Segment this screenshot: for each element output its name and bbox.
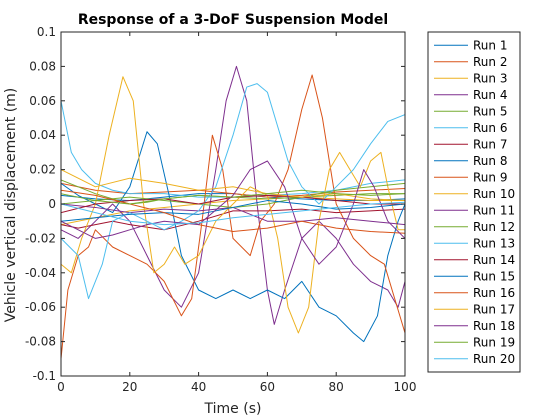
series-line-run-17 xyxy=(61,169,405,202)
x-tick-label: 60 xyxy=(260,380,275,394)
series-line-run-3 xyxy=(61,196,405,226)
legend-item-run-3: Run 3 xyxy=(434,71,507,85)
legend: Run 1 Run 2 Run 3 Run 4 Run 5 Run 6 Run 7 Run 8… xyxy=(427,31,521,373)
series-line-run-10 xyxy=(61,76,405,334)
legend-label: Run 6 xyxy=(473,121,507,135)
series-layer xyxy=(61,65,405,359)
legend-item-run-9: Run 9 xyxy=(434,170,507,184)
legend-label: Run 20 xyxy=(473,352,515,366)
legend-box xyxy=(427,31,521,373)
series-line-run-18 xyxy=(61,160,405,265)
y-tick-label: -0.06 xyxy=(25,300,56,314)
legend-label: Run 5 xyxy=(473,104,507,118)
y-tick-label: 0.02 xyxy=(29,163,56,177)
series-line-run-6 xyxy=(61,100,405,198)
legend-item-run-12: Run 12 xyxy=(434,220,515,234)
x-tick-label: 40 xyxy=(191,380,206,394)
legend-label: Run 8 xyxy=(473,154,507,168)
series-line-run-9 xyxy=(61,74,405,359)
legend-label: Run 7 xyxy=(473,137,507,151)
legend-item-run-20: Run 20 xyxy=(434,352,515,366)
legend-item-run-5: Run 5 xyxy=(434,104,507,118)
legend-label: Run 14 xyxy=(473,253,515,267)
legend-item-run-18: Run 18 xyxy=(434,319,515,333)
legend-item-run-11: Run 11 xyxy=(434,203,515,217)
legend-item-run-7: Run 7 xyxy=(434,137,507,151)
x-tick-label: 100 xyxy=(394,380,417,394)
legend-label: Run 1 xyxy=(473,38,507,52)
series-line-run-7 xyxy=(61,208,405,231)
legend-label: Run 10 xyxy=(473,187,515,201)
x-axis-label: Time (s) xyxy=(204,401,262,417)
legend-label: Run 12 xyxy=(473,220,515,234)
legend-label: Run 3 xyxy=(473,71,507,85)
x-tick-label: 0 xyxy=(57,380,65,394)
series-line-run-2 xyxy=(61,182,405,198)
legend-label: Run 19 xyxy=(473,335,515,349)
y-axis-label: Vehicle vertical displacement (m) xyxy=(3,88,19,323)
legend-label: Run 15 xyxy=(473,269,515,283)
y-tick-label: 0.06 xyxy=(29,94,56,108)
legend-item-run-8: Run 8 xyxy=(434,154,507,168)
legend-item-run-14: Run 14 xyxy=(434,253,515,267)
legend-label: Run 16 xyxy=(473,286,515,300)
legend-item-run-10: Run 10 xyxy=(434,187,515,201)
legend-item-run-13: Run 13 xyxy=(434,236,515,250)
y-tick-label: -0.08 xyxy=(25,335,56,349)
x-tick-label: 80 xyxy=(329,380,344,394)
series-line-run-19 xyxy=(61,189,405,205)
series-line-run-8 xyxy=(61,131,405,343)
y-tick-label: 0.08 xyxy=(29,59,56,73)
legend-label: Run 17 xyxy=(473,302,515,316)
x-tick-label: 20 xyxy=(122,380,137,394)
y-tick-label: -0.04 xyxy=(25,266,56,280)
legend-item-run-16: Run 16 xyxy=(434,286,515,300)
series-line-run-16 xyxy=(61,189,405,234)
chart-title: Response of a 3-DoF Suspension Model xyxy=(78,12,388,28)
y-tick-label: 0.1 xyxy=(37,25,56,39)
legend-item-run-6: Run 6 xyxy=(434,121,507,135)
legend-item-run-1: Run 1 xyxy=(434,38,507,52)
y-tick-label: 0 xyxy=(48,197,56,211)
legend-label: Run 2 xyxy=(473,55,507,69)
y-tick-label: -0.1 xyxy=(33,369,56,383)
legend-label: Run 4 xyxy=(473,88,507,102)
legend-label: Run 9 xyxy=(473,170,507,184)
series-line-run-15 xyxy=(61,200,405,222)
legend-item-run-17: Run 17 xyxy=(434,302,515,316)
legend-label: Run 13 xyxy=(473,236,515,250)
legend-item-run-4: Run 4 xyxy=(434,88,507,102)
legend-item-run-15: Run 15 xyxy=(434,269,515,283)
y-tick-label: -0.02 xyxy=(25,231,56,245)
legend-item-run-2: Run 2 xyxy=(434,55,507,69)
legend-item-run-19: Run 19 xyxy=(434,335,515,349)
series-line-run-13 xyxy=(61,83,405,300)
y-tick-label: 0.04 xyxy=(29,128,56,142)
legend-label: Run 18 xyxy=(473,319,515,333)
axes-layer: 0 20 40 60 80 100 -0.1 -0.08 -0.06 -0.04 -0.02 0 0.0… xyxy=(25,25,417,394)
legend-label: Run 11 xyxy=(473,203,515,217)
series-line-run-20 xyxy=(61,201,405,226)
